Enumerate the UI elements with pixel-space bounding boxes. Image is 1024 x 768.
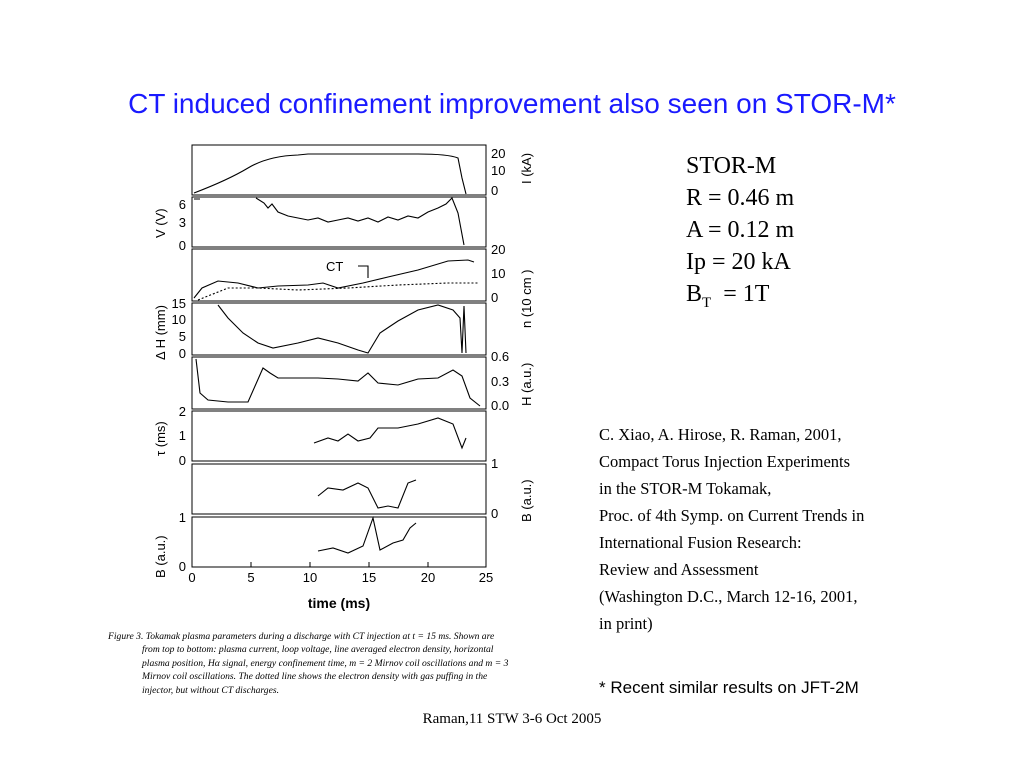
reference-line: (Washington D.C., March 12-16, 2001,	[599, 587, 858, 606]
left-tick-label: 5	[179, 329, 186, 344]
right-tick-label: 0.0	[491, 398, 509, 413]
x-tick-label: 25	[479, 570, 493, 585]
ct-marker	[358, 265, 369, 278]
panel-frame	[191, 516, 487, 568]
reference-line: in print)	[599, 614, 653, 633]
b2rms-axis-label: B (a.u.)	[519, 479, 534, 522]
plasma-current: Ip = 20 kA	[686, 249, 791, 275]
caption-line: injector, but without CT discharges.	[142, 684, 279, 696]
panel-frame	[191, 144, 487, 196]
plasma-current-trace	[193, 153, 467, 195]
panel-frame	[191, 248, 487, 302]
left-tick-label: 10	[172, 312, 186, 327]
left-tick-label: 0	[179, 346, 186, 361]
figure-caption: Figure 3. Tokamak plasma parameters duri…	[108, 630, 564, 697]
right-tick-label: 0	[491, 290, 498, 305]
reference-line: in the STOR-M Tokamak,	[599, 479, 772, 498]
right-tick-label: 0	[491, 183, 498, 198]
halpha-axis-label: H (a.u.)	[519, 363, 534, 406]
panel-frame	[191, 196, 487, 248]
vl-axis-label: V (V)	[153, 208, 168, 238]
right-tick-label: 0	[491, 506, 498, 521]
right-tick-label: 20	[491, 242, 505, 257]
slide-title: CT induced confinement improvement also …	[128, 88, 896, 119]
left-tick-label: 0	[179, 559, 186, 574]
h-alpha-trace	[195, 358, 481, 407]
minor-radius: A = 0.12 m	[686, 217, 795, 243]
left-tick-label: 2	[179, 404, 186, 419]
mirnov-m3-trace	[317, 516, 417, 554]
left-tick-label: 15	[172, 296, 186, 311]
b3rms-axis-label: B (a.u.)	[153, 535, 168, 578]
right-tick-label: 1	[491, 456, 498, 471]
panel-frame	[191, 302, 487, 356]
reference-line: International Fusion Research:	[599, 533, 802, 552]
ct-label: CT	[326, 259, 343, 274]
x-tick-label: 20	[421, 570, 435, 585]
left-tick-label: 1	[179, 510, 186, 525]
reference-citation: C. Xiao, A. Hirose, R. Raman, 2001, Comp…	[599, 421, 864, 637]
right-tick-label: 0.6	[491, 349, 509, 364]
reference-line: C. Xiao, A. Hirose, R. Raman, 2001,	[599, 425, 842, 444]
right-tick-label: 10	[491, 163, 505, 178]
footnote: * Recent similar results on JFT-2M	[599, 678, 859, 697]
device-name: STOR-M	[686, 153, 777, 179]
electron-density-trace	[193, 259, 475, 299]
left-tick-label: 6	[179, 197, 186, 212]
x-tick-label: 0	[188, 570, 195, 585]
caption-line: Figure 3. Tokamak plasma parameters duri…	[108, 631, 495, 642]
reference-line: Review and Assessment	[599, 560, 759, 579]
horizontal-position-trace	[217, 304, 467, 354]
ip-axis-label: I (kA)	[519, 153, 534, 184]
toroidal-field: BT = 1T	[686, 281, 770, 311]
reference-line: Compact Torus Injection Experiments	[599, 452, 851, 471]
left-tick-label: 0	[179, 238, 186, 253]
panel-frame	[191, 463, 487, 515]
slide-footer: Raman,11 STW 3-6 Oct 2005	[422, 711, 602, 727]
dh-axis-label: Δ H (mm)	[153, 305, 168, 360]
left-tick-label: 1	[179, 428, 186, 443]
right-tick-label: 0.3	[491, 374, 509, 389]
loop-voltage-trace	[194, 197, 465, 246]
right-tick-label: 10	[491, 266, 505, 281]
reference-line: Proc. of 4th Symp. on Current Trends in	[599, 506, 865, 525]
caption-line: plasma position, Hα signal, energy confi…	[142, 657, 509, 669]
caption-line: Mirnov coil oscillations. The dotted lin…	[142, 671, 488, 683]
left-tick-label: 3	[179, 215, 186, 230]
right-tick-label: 20	[491, 146, 505, 161]
ne-axis-label: n (10 cm )	[519, 269, 534, 328]
left-tick-label: 0	[179, 453, 186, 468]
panel-frame	[191, 410, 487, 462]
device-parameters: STOR-M R = 0.46 m A = 0.12 m Ip = 20 kA …	[686, 150, 794, 319]
major-radius: R = 0.46 m	[686, 185, 795, 211]
x-tick-label: 5	[247, 570, 254, 585]
panel-frame	[191, 356, 487, 410]
x-tick-label: 15	[362, 570, 376, 585]
x-tick-label: 10	[303, 570, 317, 585]
tau-axis-label: τ (ms)	[153, 421, 168, 456]
plasma-parameters-figure: CT 0 5 10 15 20 25 time (ms) 20 10 0 20 …	[153, 144, 534, 611]
confinement-time-trace	[313, 417, 467, 450]
caption-line: from top to bottom: plasma current, loop…	[142, 644, 494, 656]
electron-density-gas-trace	[197, 282, 478, 301]
x-axis-label: time (ms)	[308, 595, 370, 611]
mirnov-m2-trace	[317, 479, 417, 509]
